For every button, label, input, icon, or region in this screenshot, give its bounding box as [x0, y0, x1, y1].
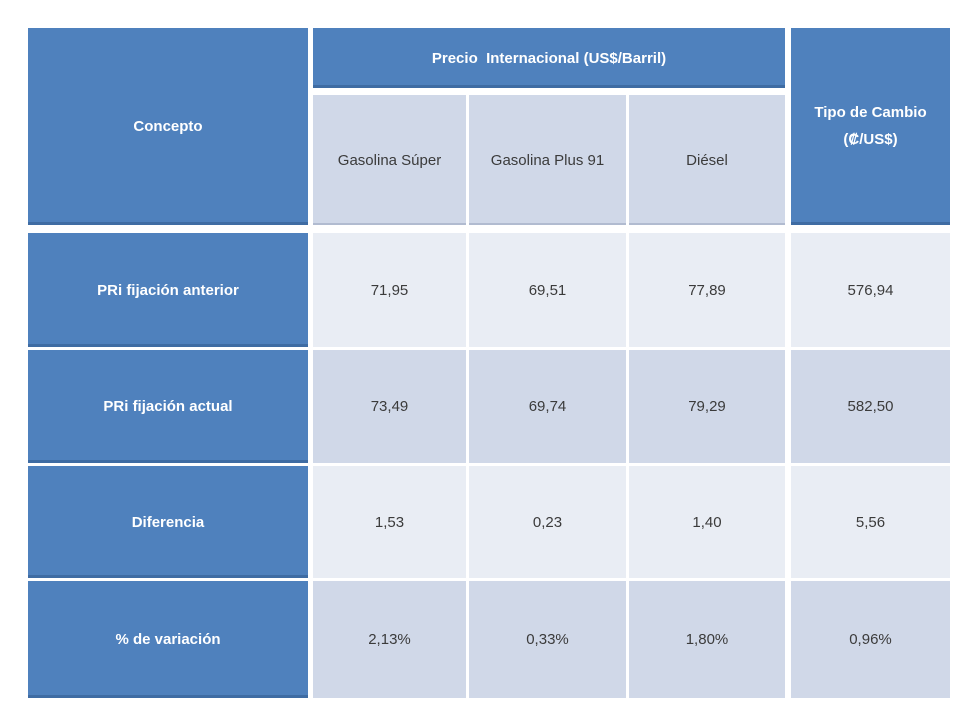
- cell-diferencia-diesel: 1,40: [629, 466, 785, 578]
- cell-anterior-tipo-de-cambio: 576,94: [791, 233, 950, 347]
- cell-actual-gasolina-super: 73,49: [313, 350, 466, 463]
- column-header-diesel: Diésel: [629, 95, 785, 225]
- header-cell-tipo-de-cambio: Tipo de Cambio (₡/US$): [791, 28, 950, 225]
- cell-actual-gasolina-plus-91: 69,74: [469, 350, 626, 463]
- cell-diferencia-gasolina-plus-91: 0,23: [469, 466, 626, 578]
- column-header-gasolina-super: Gasolina Súper: [313, 95, 466, 225]
- cell-variacion-gasolina-super: 2,13%: [313, 581, 466, 698]
- cell-variacion-diesel: 1,80%: [629, 581, 785, 698]
- row-label-pri-fijacion-anterior: PRi fijación anterior: [28, 233, 308, 347]
- cell-anterior-diesel: 77,89: [629, 233, 785, 347]
- tipo-de-cambio-line1: Tipo de Cambio: [814, 104, 927, 122]
- cell-diferencia-gasolina-super: 1,53: [313, 466, 466, 578]
- cell-anterior-gasolina-super: 71,95: [313, 233, 466, 347]
- cell-anterior-gasolina-plus-91: 69,51: [469, 233, 626, 347]
- header-cell-concepto: Concepto: [28, 28, 308, 225]
- row-label-pri-fijacion-actual: PRi fijación actual: [28, 350, 308, 463]
- fuel-price-table: Concepto Precio Internacional (US$/Barri…: [28, 28, 950, 698]
- header-cell-precio-internacional: Precio Internacional (US$/Barril): [313, 28, 785, 88]
- cell-actual-tipo-de-cambio: 582,50: [791, 350, 950, 463]
- cell-variacion-tipo-de-cambio: 0,96%: [791, 581, 950, 698]
- cell-variacion-gasolina-plus-91: 0,33%: [469, 581, 626, 698]
- row-label-diferencia: Diferencia: [28, 466, 308, 578]
- column-header-gasolina-plus-91: Gasolina Plus 91: [469, 95, 626, 225]
- cell-actual-diesel: 79,29: [629, 350, 785, 463]
- row-label-porcentaje-variacion: % de variación: [28, 581, 308, 698]
- tipo-de-cambio-line2: (₡/US$): [843, 130, 898, 148]
- cell-diferencia-tipo-de-cambio: 5,56: [791, 466, 950, 578]
